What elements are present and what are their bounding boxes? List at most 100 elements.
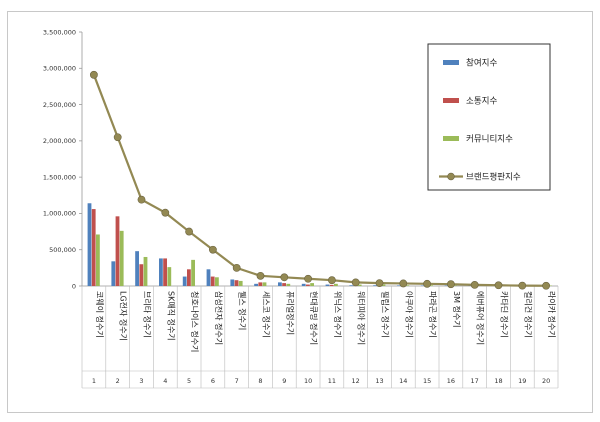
legend-swatch-소통지수: [443, 98, 459, 103]
category-label: 브리타 정수기: [143, 291, 153, 338]
bar-소통지수: [234, 280, 239, 286]
rank-label: 17: [471, 377, 479, 385]
bar-커뮤니티지수: [167, 267, 172, 286]
category-label: 퓨리얼정수기: [285, 291, 295, 335]
bar-참여지수: [159, 258, 163, 286]
legend-marker-브랜드평판지수: [447, 172, 455, 181]
legend-box: [427, 43, 551, 191]
legend-label: 참여지수: [466, 58, 497, 69]
category-label: 세스코 정수기: [262, 291, 272, 338]
point-브랜드평판지수: [113, 133, 122, 142]
bar-참여지수: [397, 285, 401, 286]
bar-커뮤니티지수: [381, 284, 386, 286]
legend-swatch-참여지수: [443, 60, 459, 65]
rank-label: 5: [187, 377, 191, 385]
bar-소통지수: [306, 284, 310, 286]
rank-label: 19: [518, 377, 526, 385]
category-label: 카타딘 정수기: [500, 291, 510, 338]
rank-label: 7: [235, 377, 239, 385]
bar-참여지수: [373, 285, 377, 286]
rank-label: 11: [328, 377, 336, 385]
rank-label: 8: [258, 377, 262, 385]
category-label: 필립스 정수기: [381, 291, 391, 338]
point-브랜드평판지수: [327, 276, 336, 285]
bar-소통지수: [329, 284, 334, 286]
bar-소통지수: [282, 283, 286, 286]
rank-label: 6: [211, 377, 215, 385]
legend-label: 브랜드평판지수: [466, 172, 521, 183]
point-브랜드평판지수: [280, 273, 289, 282]
rank-label: 14: [399, 377, 407, 385]
bar-커뮤니티지수: [191, 259, 195, 286]
point-브랜드평판지수: [256, 271, 265, 280]
bar-소통지수: [115, 216, 120, 286]
bar-참여지수: [254, 283, 258, 286]
category-label: 라이카 정수기: [547, 291, 557, 338]
rank-label: 1: [92, 377, 96, 385]
bar-소통지수: [258, 282, 263, 286]
y-tick-label: 1,500,000: [43, 173, 76, 181]
y-tick-label: 2,500,000: [43, 101, 76, 109]
category-label: 청호나이스 정수기: [190, 291, 200, 352]
bar-소통지수: [210, 276, 215, 286]
legend-label: 커뮤니티지수: [466, 134, 513, 145]
point-브랜드평판지수: [137, 195, 146, 204]
category-label: 아쿠아 정수기: [404, 291, 414, 338]
bar-커뮤니티지수: [96, 234, 100, 286]
point-브랜드평판지수: [351, 278, 360, 287]
bar-참여지수: [444, 285, 449, 286]
rank-label: 3: [139, 377, 143, 385]
bar-커뮤니티지수: [119, 230, 124, 286]
bar-커뮤니티지수: [143, 256, 148, 286]
point-브랜드평판지수: [90, 70, 98, 79]
legend-swatch-커뮤니티지수: [443, 136, 459, 141]
rank-label: 13: [375, 377, 383, 385]
legend-label: 소통지수: [466, 97, 497, 107]
bar-참여지수: [420, 285, 425, 286]
category-label: 웰스 정수기: [238, 291, 248, 330]
point-브랜드평판지수: [470, 281, 479, 289]
bar-참여지수: [349, 285, 354, 286]
category-label: 삼성전자 정수기: [214, 291, 224, 345]
bar-참여지수: [182, 276, 187, 286]
y-tick-label: 3,500,000: [43, 28, 76, 36]
bar-커뮤니티지수: [286, 283, 291, 286]
y-tick-label: 0: [72, 282, 76, 290]
bar-참여지수: [301, 283, 306, 286]
category-label: 컬리건 정수기: [523, 291, 533, 338]
bar-참여지수: [111, 261, 116, 286]
bar-소통지수: [139, 264, 144, 286]
y-tick-label: 2,000,000: [43, 137, 76, 145]
point-브랜드평판지수: [304, 274, 312, 283]
point-브랜드평판지수: [161, 208, 170, 217]
bar-커뮤니티지수: [453, 285, 457, 286]
category-label: 에버퓨어 정수기: [476, 291, 486, 345]
point-브랜드평판지수: [232, 263, 241, 272]
rank-label: 4: [163, 377, 167, 385]
bar-소통지수: [187, 269, 191, 286]
bar-참여지수: [87, 203, 92, 286]
category-label: LG전자 정수기: [119, 291, 129, 341]
bar-커뮤니티지수: [215, 277, 219, 286]
bar-소통지수: [91, 209, 96, 286]
category-label: SK매직 정수기: [166, 291, 176, 341]
point-브랜드평판지수: [375, 279, 384, 287]
rank-label: 20: [542, 377, 550, 385]
bar-참여지수: [230, 279, 235, 286]
point-브랜드평판지수: [423, 279, 431, 288]
rank-label: 15: [423, 377, 431, 385]
bar-커뮤니티지수: [429, 285, 433, 286]
point-브랜드평판지수: [542, 281, 550, 290]
bar-커뮤니티지수: [405, 285, 410, 286]
bar-참여지수: [278, 282, 282, 286]
bar-참여지수: [206, 269, 211, 286]
category-label: 코웨이 정수기: [95, 291, 105, 338]
bar-소통지수: [163, 258, 167, 286]
point-브랜드평판지수: [399, 279, 408, 288]
point-브랜드평판지수: [518, 281, 527, 290]
bar-커뮤니티지수: [262, 282, 267, 286]
rank-label: 2: [116, 377, 120, 385]
bar-참여지수: [135, 251, 139, 286]
category-label: 위닉스 정수기: [333, 291, 343, 338]
